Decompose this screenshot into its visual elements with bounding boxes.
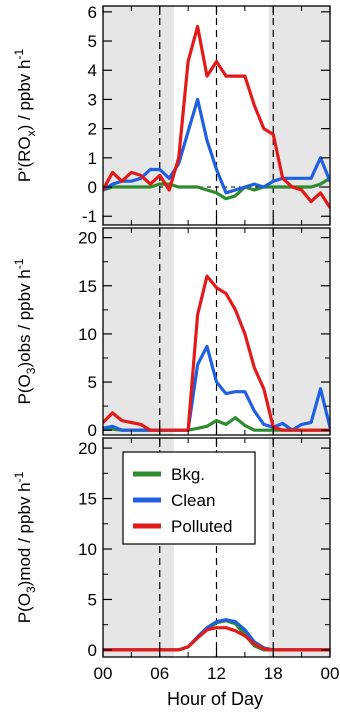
legend-label: Bkg. (171, 465, 205, 484)
y-tick-label: 5 (88, 373, 97, 392)
y-tick-label: 3 (88, 90, 97, 109)
x-tick-label: 12 (207, 664, 226, 683)
x-tick-label: 06 (150, 664, 169, 683)
y-axis-title-part: P(O (15, 593, 34, 623)
series-line-polluted (103, 24, 330, 210)
y-axis-title-part: P(O (15, 374, 34, 404)
y-axis-title: P(O3)mod / ppbv h-1 (12, 471, 38, 623)
y-tick-label: 5 (88, 590, 97, 609)
y-axis-title-superscript: -1 (12, 258, 26, 269)
night-shading (103, 6, 174, 225)
y-axis-title-superscript: -1 (12, 471, 26, 482)
y-tick-label: 6 (88, 3, 97, 22)
y-axis-title-part: ) / ppbv h (15, 60, 34, 131)
legend-label: Clean (171, 491, 215, 510)
panel-2: 0 5 10 15 20 P(O3)obs / ppbv h-1 (12, 227, 331, 440)
y-tick-label: 2 (88, 120, 97, 139)
y-tick-label: 10 (78, 325, 97, 344)
series-line-polluted (103, 626, 330, 652)
x-tick-label: 00 (94, 664, 113, 683)
y-axis-title-part: )mod / ppbv h (15, 482, 34, 586)
y-tick-label: 0 (88, 178, 97, 197)
x-axis-labels: 00 06 12 18 00 (94, 664, 340, 683)
y-axis-title-subscript: 3 (24, 367, 38, 374)
panel-3: 0 5 10 15 20 P(O3)mod / ppbv h-1 Bkg. Clean Poll… (12, 437, 331, 660)
legend-label: Polluted (171, 517, 232, 536)
y-tick-label: 5 (88, 32, 97, 51)
night-shading (268, 228, 330, 435)
y-tick-label: 15 (78, 277, 97, 296)
y-tick-label: -1 (82, 207, 97, 226)
y-tick-label: 0 (88, 641, 97, 660)
y-axis-title-part: P'(RO (15, 136, 34, 182)
series-group (103, 24, 330, 210)
x-tick-label: 00 (321, 664, 340, 683)
y-tick-label: 20 (78, 229, 97, 248)
y-axis-title-subscript: 3 (24, 586, 38, 593)
series-line-clean (103, 97, 330, 195)
y-tick-label: 0 (88, 421, 97, 440)
y-axis-title: P'(ROx) / ppbv h-1 (12, 49, 38, 183)
y-axis-title-subscript: x (24, 130, 38, 136)
y-tick-label: 1 (88, 149, 97, 168)
night-shading (268, 438, 330, 657)
y-tick-label: 10 (78, 540, 97, 559)
series-group (103, 274, 330, 432)
x-tick-label: 18 (264, 664, 283, 683)
x-axis-title: Hour of Day (167, 689, 263, 709)
y-axis-title-superscript: -1 (12, 49, 26, 60)
y-axis-title: P(O3)obs / ppbv h-1 (12, 258, 38, 404)
y-tick-label: 20 (78, 439, 97, 458)
y-axis-title-part: )obs / ppbv h (15, 269, 34, 367)
series-line-polluted (103, 274, 330, 432)
night-shading (103, 228, 174, 435)
y-tick-label: 15 (78, 490, 97, 509)
y-tick-label: 4 (88, 61, 97, 80)
legend: Bkg. Clean Polluted (122, 451, 256, 545)
series-group (103, 618, 330, 652)
